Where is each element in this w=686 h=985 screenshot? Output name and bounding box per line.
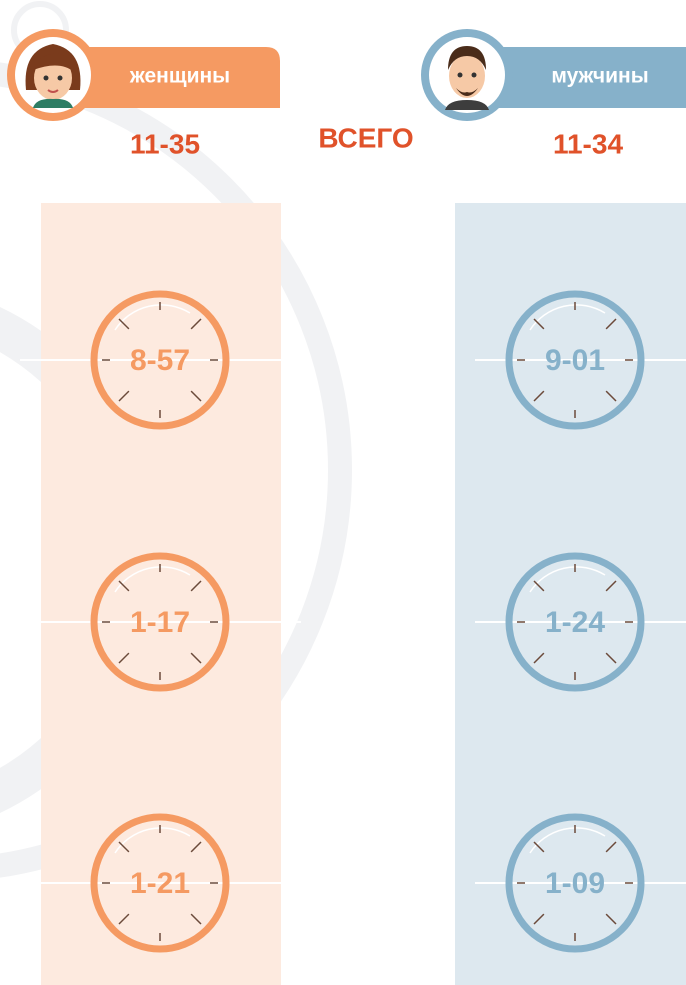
men-label: мужчины xyxy=(551,65,648,88)
infographic: женщины мужчины 11-35 ВСЕГО 11-34 8-57 1-… xyxy=(0,0,686,985)
women-total: 11-35 xyxy=(130,128,200,159)
women-avatar xyxy=(7,29,99,121)
clock-time: 1-17 xyxy=(130,606,190,639)
women-label: женщины xyxy=(129,65,230,88)
total-label: ВСЕГО xyxy=(318,122,413,153)
men-avatar xyxy=(421,29,513,121)
clock-time: 1-21 xyxy=(130,867,190,900)
clock-time: 1-24 xyxy=(545,606,605,639)
clock-time: 9-01 xyxy=(545,344,605,377)
men-total: 11-34 xyxy=(553,128,623,159)
clock-time: 8-57 xyxy=(130,344,190,377)
clock-time: 1-09 xyxy=(545,867,605,900)
